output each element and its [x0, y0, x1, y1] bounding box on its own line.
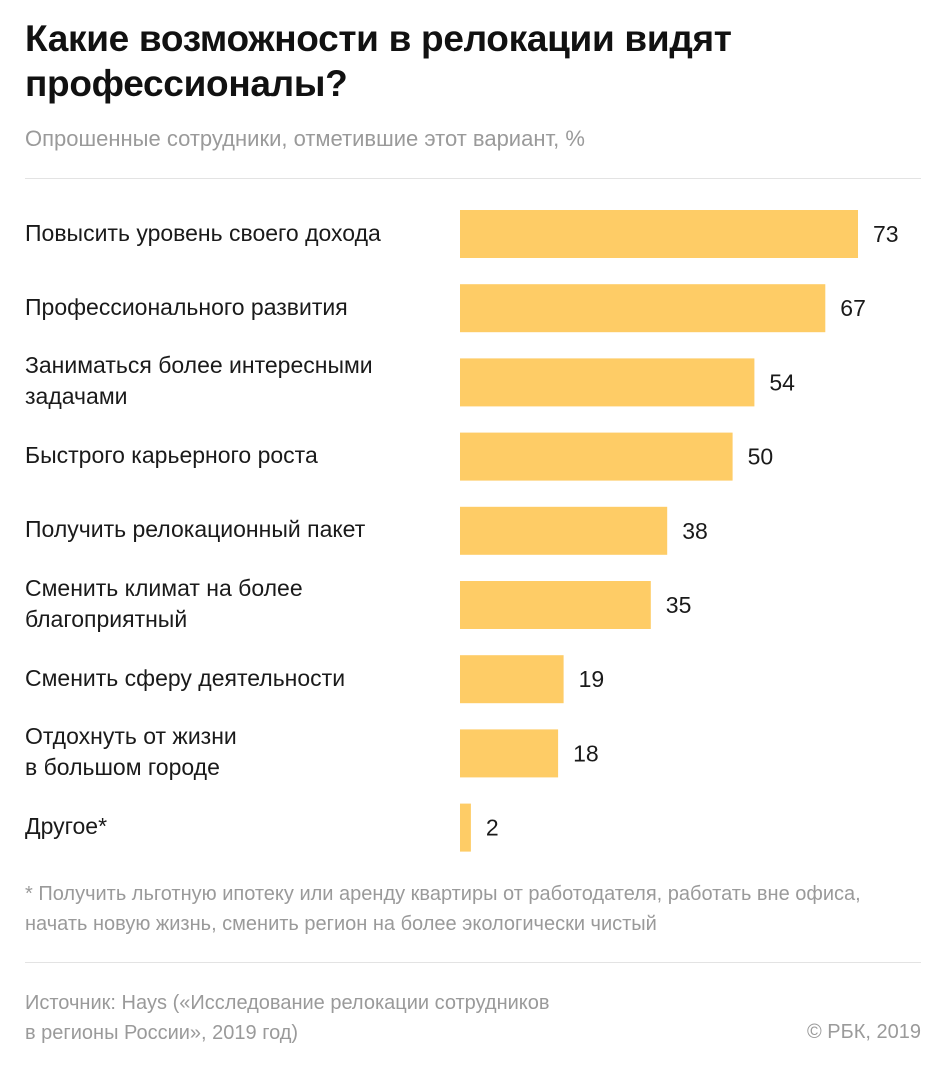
bar-5 — [460, 506, 668, 555]
bar-4 — [460, 432, 733, 481]
category-label-2: Профессионального развития — [25, 293, 348, 320]
bar-3 — [460, 358, 755, 407]
top-divider — [25, 178, 921, 179]
bar-8 — [460, 729, 559, 778]
category-label-4: Быстрого карьерного роста — [25, 442, 318, 469]
category-label-3: Заниматься более интересными задачами — [25, 352, 373, 410]
bar-7 — [460, 655, 564, 704]
data-label-2: 67 — [840, 295, 866, 321]
data-label-8: 18 — [573, 740, 599, 766]
source-note: Источник: Hays («Исследование релокации … — [25, 992, 550, 1044]
data-label-3: 54 — [769, 369, 795, 395]
bar-1 — [460, 210, 858, 258]
data-label-5: 38 — [682, 518, 708, 544]
data-label-7: 19 — [579, 666, 605, 692]
chart-subtitle: Опрошенные сотрудники, отметившие этот в… — [25, 126, 585, 151]
data-label-4: 50 — [748, 444, 774, 470]
category-label-6: Сменить климат на более благоприятный — [25, 575, 303, 632]
bar-6 — [460, 581, 651, 629]
category-label-7: Сменить сферу деятельности — [25, 664, 346, 691]
data-label-9: 2 — [486, 815, 499, 841]
data-label-6: 35 — [666, 592, 692, 618]
category-label-9: Другое* — [25, 813, 108, 840]
copyright: © РБК, 2019 — [806, 1021, 921, 1043]
bottom-divider — [25, 962, 921, 963]
bar-9 — [460, 803, 471, 852]
data-label-1: 73 — [873, 221, 899, 247]
category-label-5: Получить релокационный пакет — [25, 516, 366, 543]
chart-title: Какие возможности в релокации видят проф… — [25, 18, 732, 104]
footnote: * Получить льготную ипотеку или аренду к… — [25, 883, 861, 935]
bar-2 — [460, 284, 826, 333]
category-label-8: Отдохнуть от жизни в большом городе — [25, 723, 237, 781]
category-label-1: Повысить уровень своего дохода — [25, 219, 381, 246]
